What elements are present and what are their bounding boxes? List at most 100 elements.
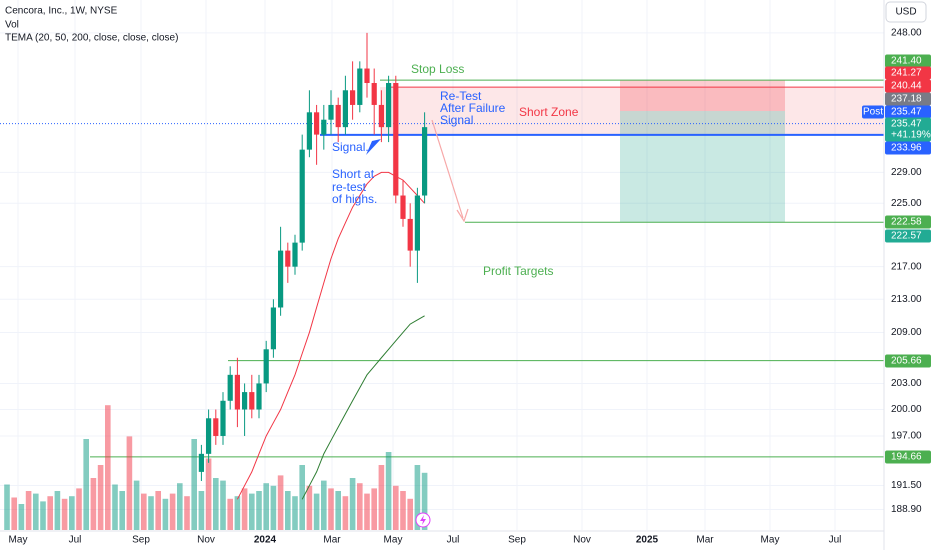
volume-bar [306, 485, 313, 530]
price-label: 235.47 [891, 107, 922, 118]
candle-body [249, 392, 255, 410]
symbol-title: Cencora, Inc., 1W, NYSE [5, 6, 118, 17]
annotation: re-test [332, 180, 367, 194]
volume-bar [148, 496, 154, 530]
x-tick-label: 2025 [636, 535, 659, 546]
axes: 248.00 229.00 225.00 217.00 213.00 209.00 203.… [9, 28, 922, 546]
volume-bar [335, 491, 341, 530]
volume [4, 405, 428, 530]
price-label: 237.18 [891, 94, 922, 105]
x-tick-label: Jul [69, 535, 82, 546]
volume-bar [349, 478, 356, 530]
candle-body [350, 90, 356, 105]
x-tick-label: Mar [696, 535, 714, 546]
y-tick-label: 229.00 [891, 167, 922, 178]
y-tick-label: 225.00 [891, 198, 922, 209]
volume-bar [299, 465, 305, 530]
price-label-box [885, 141, 931, 155]
volume-bar [378, 465, 385, 530]
volume-bar [249, 493, 255, 530]
price-label: 235.47 [891, 119, 922, 130]
annotation: Short Zone [519, 105, 579, 119]
y-tick-label: 191.50 [891, 480, 922, 491]
volume-bar [169, 493, 176, 530]
volume-bar [25, 491, 32, 530]
price-label: 205.66 [891, 356, 922, 367]
volume-bar [256, 491, 262, 530]
volume-bar [54, 491, 61, 530]
volume-bar [61, 498, 68, 530]
volume-bar [69, 496, 75, 530]
volume-bar [97, 465, 104, 530]
volume-bar [364, 493, 370, 530]
candles [198, 32, 428, 481]
price-label: 233.96 [891, 143, 922, 154]
volume-bar [4, 484, 10, 530]
currency-button[interactable] [885, 1, 927, 23]
annotation: Stop Loss [411, 62, 464, 76]
candle-body [386, 83, 392, 128]
annotation: After Failure [440, 101, 506, 115]
volume-bar [198, 491, 205, 530]
candle-body [422, 127, 428, 196]
candle-body [314, 112, 320, 135]
tema-line [301, 315, 425, 500]
volume-bar [234, 496, 241, 530]
candle-body [242, 392, 248, 410]
x-tick-label: Nov [197, 535, 215, 546]
volume-bar [83, 439, 89, 530]
annotation: Signal [440, 113, 473, 127]
volume-bar [90, 478, 97, 530]
volume-bar [393, 485, 399, 530]
volume-bar [105, 405, 111, 530]
price-label-box [885, 66, 931, 80]
volume-bar [11, 497, 17, 530]
candle-body [299, 149, 305, 243]
candle-body [270, 307, 276, 350]
reward-box [620, 110, 785, 223]
x-tick-label: May [761, 535, 780, 546]
price-label-box [885, 54, 931, 68]
price-label: 241.40 [891, 56, 922, 67]
y-tick-label: 217.00 [891, 261, 922, 272]
short-zone-band [380, 87, 884, 135]
risk-box [620, 80, 785, 111]
price-label-box [885, 117, 931, 142]
volume-bar [213, 478, 219, 530]
candle-body [234, 374, 240, 410]
volume-bar [112, 484, 118, 530]
x-tick-label: May [384, 535, 403, 546]
volume-bar [227, 498, 233, 530]
candle-body [198, 453, 204, 472]
candle-body [357, 68, 363, 105]
price-label: 240.44 [891, 81, 922, 92]
indicator-legend: TEMA (20, 50, 200, close, close, close) [5, 33, 178, 44]
candle-body [206, 418, 212, 454]
volume-bar [76, 488, 82, 530]
x-tick-label: 2024 [254, 535, 277, 546]
volume-bar [47, 496, 53, 530]
candle-body [335, 104, 341, 128]
currency-label[interactable]: USD [895, 7, 916, 18]
volume-bar [241, 488, 248, 530]
volume-bar [33, 493, 39, 530]
candle-body [342, 90, 348, 128]
x-tick-label: Jul [829, 535, 842, 546]
price-label-box [885, 105, 931, 119]
price-tag-box [862, 105, 884, 119]
volume-bar [421, 472, 428, 530]
candle-body [321, 119, 327, 135]
volume-bar [18, 504, 25, 530]
candle-body [256, 383, 262, 410]
projection-arrowhead [456, 208, 469, 223]
volume-bar [342, 496, 349, 530]
price-tag: Post [863, 107, 883, 118]
volume-bar [191, 439, 197, 530]
volume-bar [277, 475, 284, 530]
volume-bar [328, 488, 334, 530]
candle-body [285, 250, 291, 267]
x-tick-label: Jul [447, 535, 460, 546]
volume-bar [407, 498, 413, 530]
